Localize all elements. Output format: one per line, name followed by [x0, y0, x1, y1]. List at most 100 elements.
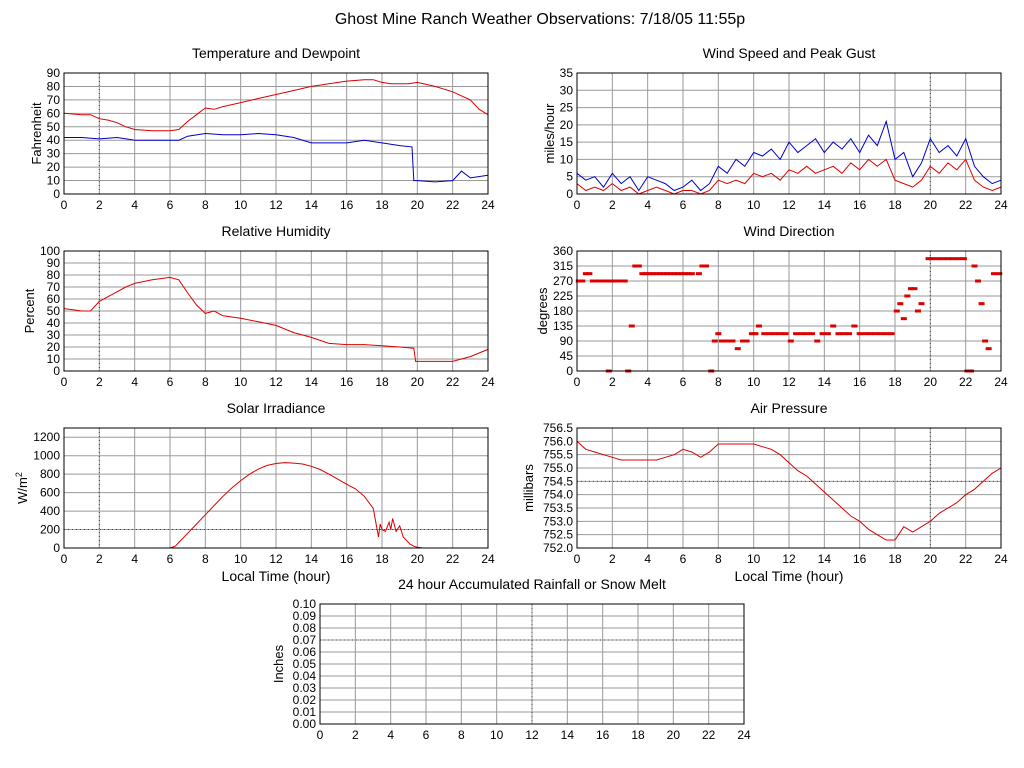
x-tick-label: 18 [375, 198, 389, 212]
x-tick-label: 20 [411, 198, 425, 212]
y-tick-label: 45 [560, 349, 574, 363]
y-tick-label: 30 [560, 83, 574, 97]
y-tick-label: 20 [47, 160, 61, 174]
x-tick-label: 8 [715, 375, 722, 389]
x-tick-label: 18 [375, 552, 389, 566]
data-point [835, 332, 842, 336]
y-tick-label: 360 [553, 244, 573, 258]
x-tick-label: 6 [423, 728, 430, 742]
x-tick-label: 6 [167, 198, 174, 212]
plot-frame [63, 250, 489, 372]
data-point [907, 287, 914, 291]
y-tick-label: 752.5 [543, 528, 573, 542]
x-tick-label: 6 [680, 552, 687, 566]
data-point [593, 279, 600, 283]
y-tick-label: 20 [560, 118, 574, 132]
x-tick-label: 8 [715, 552, 722, 566]
series-line-1 [576, 119, 1002, 192]
x-tick-label: 22 [959, 552, 973, 566]
x-tick-label: 16 [853, 198, 867, 212]
y-tick-label: 40 [47, 316, 61, 330]
y-tick-label: 90 [47, 256, 61, 270]
x-tick-label: 24 [481, 198, 495, 212]
x-tick-label: 4 [644, 552, 651, 566]
y-tick-label: 10 [47, 174, 61, 188]
x-tick-label: 12 [269, 552, 283, 566]
x-tick-label: 22 [446, 552, 460, 566]
y-tick-label: 0.08 [293, 621, 317, 635]
y-tick-label: 0.07 [293, 633, 317, 647]
data-point [888, 332, 895, 336]
data-point [579, 279, 586, 283]
data-point [614, 279, 621, 283]
chart-title: Wind Direction [743, 223, 834, 239]
data-point [743, 339, 750, 343]
data-point [734, 347, 741, 351]
y-tick-label: 90 [560, 334, 574, 348]
data-point [695, 272, 702, 276]
data-point [978, 302, 985, 306]
x-tick-label: 0 [61, 552, 68, 566]
chart-rh: 0 2 4 6 8 10 12 14 16 18 20 22 240102030405060708090… [22, 223, 495, 389]
y-tick-label: 135 [553, 319, 573, 333]
x-tick-label: 12 [269, 375, 283, 389]
data-point [793, 332, 800, 336]
chart-title: Temperature and Dewpoint [192, 45, 360, 61]
x-tick-label: 12 [782, 198, 796, 212]
y-tick-label: 756.5 [543, 421, 573, 435]
y-tick-label: 755.5 [543, 448, 573, 462]
data-point [918, 302, 925, 306]
data-point [667, 272, 674, 276]
data-point [914, 309, 921, 313]
x-tick-label: 2 [352, 728, 359, 742]
x-tick-label: 20 [924, 198, 938, 212]
x-tick-label: 14 [818, 375, 832, 389]
x-tick-label: 0 [317, 728, 324, 742]
data-point [925, 257, 932, 261]
data-point [904, 294, 911, 298]
data-point [814, 339, 821, 343]
data-point [600, 279, 607, 283]
x-tick-label: 0 [61, 198, 68, 212]
x-tick-label: 14 [818, 198, 832, 212]
data-point [702, 264, 709, 268]
data-point [618, 279, 625, 283]
data-point [649, 272, 656, 276]
x-tick-label: 8 [202, 552, 209, 566]
data-point [771, 332, 778, 336]
data-point [586, 272, 593, 276]
data-point [646, 272, 653, 276]
x-tick-label: 14 [818, 552, 832, 566]
x-tick-label: 20 [411, 552, 425, 566]
data-point [607, 279, 614, 283]
data-point [950, 257, 957, 261]
data-point [729, 339, 736, 343]
y-axis-label-superscript: 2 [14, 472, 24, 477]
data-point [699, 264, 706, 268]
data-point [883, 332, 890, 336]
data-point [628, 324, 635, 328]
y-tick-label: 60 [47, 106, 61, 120]
chart-wdir: 0 2 4 6 8 10 12 14 16 18 20 22 240459013518022527031… [535, 223, 1008, 389]
y-tick-label: 270 [553, 274, 573, 288]
data-point [715, 332, 722, 336]
y-tick-label: 10 [560, 152, 574, 166]
y-tick-label: 753.5 [543, 501, 573, 515]
x-tick-label: 16 [853, 552, 867, 566]
x-tick-label: 18 [888, 375, 902, 389]
chart-title: Relative Humidity [222, 223, 331, 239]
data-point [748, 332, 755, 336]
x-tick-label: 22 [959, 375, 973, 389]
x-tick-label: 2 [96, 198, 103, 212]
y-tick-label: 70 [47, 280, 61, 294]
x-tick-label: 4 [131, 198, 138, 212]
data-point [653, 272, 660, 276]
y-tick-label: 754.5 [543, 474, 573, 488]
chart-solar: 0 2 4 6 8 10 12 14 16 18 20 22 240200400600800100012… [14, 400, 495, 584]
data-point [945, 257, 951, 261]
y-tick-label: 200 [40, 523, 60, 537]
y-tick-label: 0 [566, 187, 573, 201]
x-tick-label: 22 [959, 198, 973, 212]
y-tick-label: 1200 [33, 430, 60, 444]
